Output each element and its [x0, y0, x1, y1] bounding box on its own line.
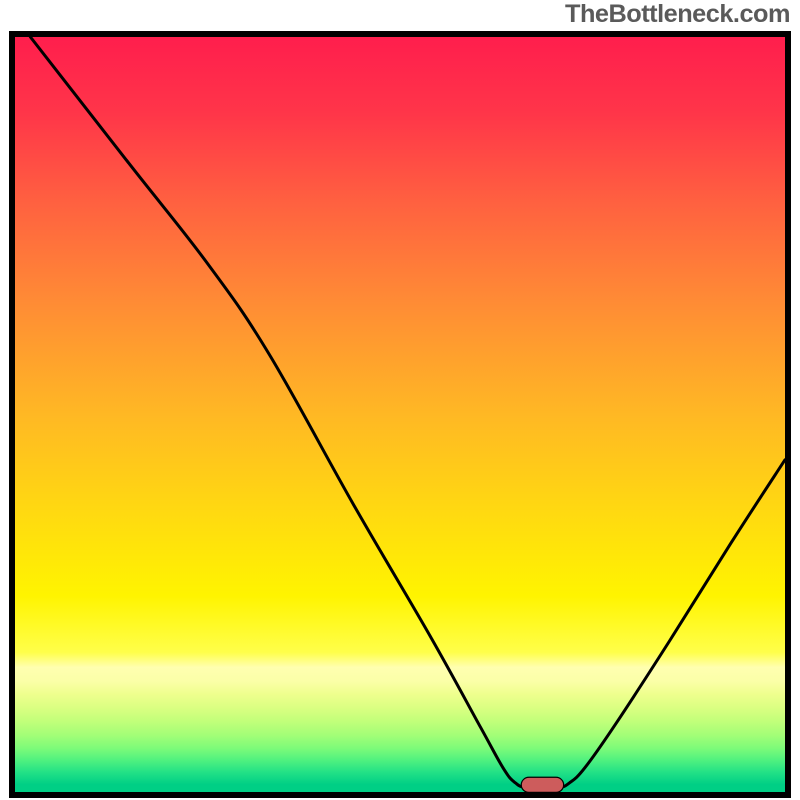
- watermark-text: TheBottleneck.com: [565, 0, 790, 29]
- plot-frame: [9, 31, 791, 798]
- plot-area: [15, 37, 785, 792]
- chart-drawing: [15, 37, 785, 792]
- optimal-marker: [521, 777, 563, 792]
- bottleneck-curve: [30, 37, 785, 788]
- chart-container: { "meta": { "watermark": "TheBottleneck.…: [0, 0, 800, 800]
